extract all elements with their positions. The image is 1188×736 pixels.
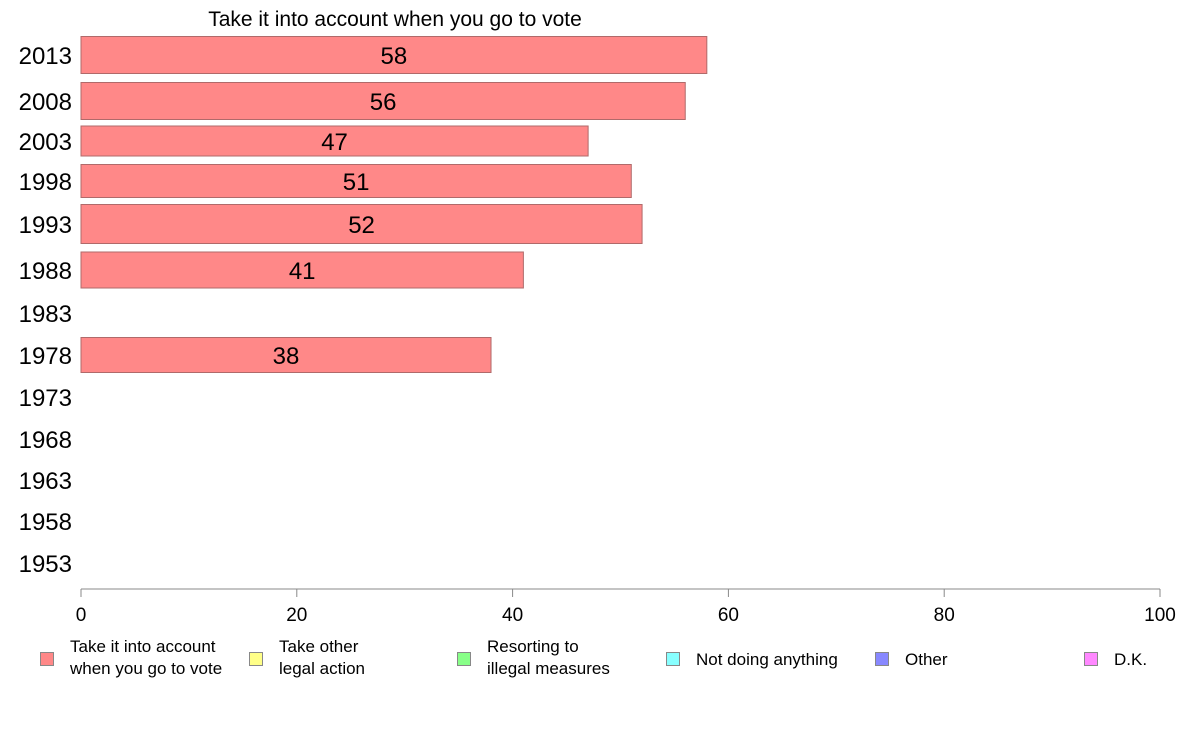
y-tick-label: 1978 [19,343,72,370]
bar [80,204,643,244]
x-tick-label: 100 [1144,605,1176,626]
x-axis: 2013 2008 2003 1998 1993 1988 1983 1978 1973 1968… [19,43,1176,626]
legend-item: Other [875,636,948,671]
y-tick-label: 1968 [19,427,72,454]
legend-item: Take other legal action [249,636,365,680]
legend-label: D.K. [1114,650,1148,669]
y-tick-label: 2003 [19,129,72,156]
y-tick-label: 1993 [19,212,72,239]
x-tick-label: 60 [718,605,739,626]
y-tick-label: 1963 [19,468,72,495]
x-tick-label: 80 [934,605,955,626]
bar-value-label: 47 [321,129,348,156]
bar [80,36,708,74]
bar-value-label: 38 [273,343,300,370]
legend-label: Take it into account when you go to vote [70,637,223,678]
bar [80,164,632,198]
legend-item: Take it into account when you go to vote [40,636,222,680]
bar-value-label: 58 [381,43,408,70]
bar-value-label: 56 [370,89,397,116]
legend-swatch [40,652,54,666]
y-tick-label: 1973 [19,385,72,412]
legend-label: Take other legal action [279,637,366,678]
legend-label: Other [905,650,948,669]
legend-item: Not doing anything [666,636,838,671]
y-tick-label: 1998 [19,169,72,196]
x-tick-label: 40 [502,605,523,626]
y-tick-label: 1983 [19,301,72,328]
legend-item: D.K. [1084,636,1147,671]
legend-label: Not doing anything [696,650,838,669]
y-tick-label: 1953 [19,551,72,578]
legend-item: Resorting to illegal measures [457,636,610,680]
bar [80,125,589,157]
bar [80,337,492,373]
bar [80,251,524,289]
legend-swatch [875,652,889,666]
legend-swatch [457,652,471,666]
bars-layer: 58 56 47 51 52 41 38 [80,36,708,373]
y-tick-label: 1958 [19,509,72,536]
legend-swatch [249,652,263,666]
legend-swatch [1084,652,1098,666]
y-tick-label: 1988 [19,258,72,285]
bar-chart: Take it into account when you go to vote… [19,8,1176,626]
chart-title: Take it into account when you go to vote [208,8,582,31]
legend-swatch [666,652,680,666]
x-tick-label: 0 [76,605,87,626]
x-tick-label: 20 [286,605,307,626]
y-tick-label: 2013 [19,43,72,70]
bar-value-label: 41 [289,258,316,285]
bar [80,82,686,120]
bar-value-label: 52 [348,212,375,239]
legend-label: Resorting to illegal measures [487,637,610,678]
y-tick-label: 2008 [19,89,72,116]
chart-legend: Take it into account when you go to vote… [0,636,1188,696]
bar-value-label: 51 [343,169,370,196]
